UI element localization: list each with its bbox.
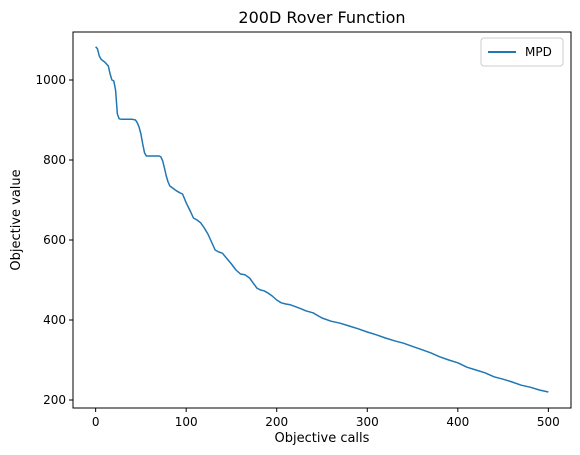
- x-tick-label: 0: [92, 415, 100, 429]
- y-tick-label: 200: [43, 393, 66, 407]
- legend-label-mpd: MPD: [525, 45, 552, 59]
- plot-area: [72, 31, 572, 409]
- x-axis-label: Objective calls: [275, 431, 370, 446]
- legend-box: [480, 37, 564, 67]
- x-tick-label: 100: [175, 415, 198, 429]
- legend: MPD: [480, 37, 564, 67]
- x-tick-label: 300: [356, 415, 379, 429]
- y-axis-label: Objective value: [9, 169, 24, 270]
- chart-title: 200D Rover Function: [238, 8, 405, 27]
- x-axis: 0 100 200 300 400 500: [92, 408, 560, 429]
- y-tick-label: 800: [43, 153, 66, 167]
- y-axis: 200 400 600 800 1000: [35, 73, 73, 407]
- series-layer: [95, 46, 549, 393]
- series-line-mpd: [95, 46, 549, 393]
- y-tick-label: 600: [43, 233, 66, 247]
- x-tick-label: 400: [446, 415, 469, 429]
- y-tick-label: 1000: [35, 73, 66, 87]
- y-tick-label: 400: [43, 313, 66, 327]
- x-tick-label: 500: [537, 415, 560, 429]
- x-tick-label: 200: [265, 415, 288, 429]
